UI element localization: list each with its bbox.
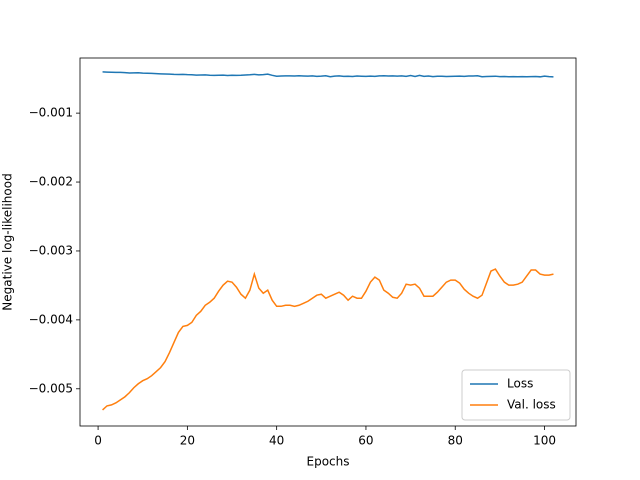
x-axis-label: Epochs — [307, 455, 350, 469]
x-tick-label: 40 — [269, 434, 284, 448]
line-series — [102, 71, 554, 78]
y-axis-label: Negative log-likelihood — [1, 173, 15, 310]
plot-frame — [79, 57, 577, 427]
x-tick-label: 0 — [94, 434, 102, 448]
x-tick-label: 60 — [358, 434, 373, 448]
x-tick-label: 20 — [180, 434, 195, 448]
y-tick-label: −0.005 — [29, 381, 73, 395]
y-tick-label: −0.004 — [29, 312, 73, 326]
y-tick-label: −0.003 — [29, 243, 73, 257]
line-series — [102, 268, 554, 411]
x-tick-label: 80 — [448, 434, 463, 448]
y-tick-label: −0.001 — [29, 106, 73, 120]
legend-label: Loss — [507, 377, 533, 391]
x-tick-label: 100 — [533, 434, 556, 448]
legend-label: Val. loss — [507, 398, 556, 412]
legend-box — [461, 369, 571, 421]
y-tick-label: −0.002 — [29, 175, 73, 189]
